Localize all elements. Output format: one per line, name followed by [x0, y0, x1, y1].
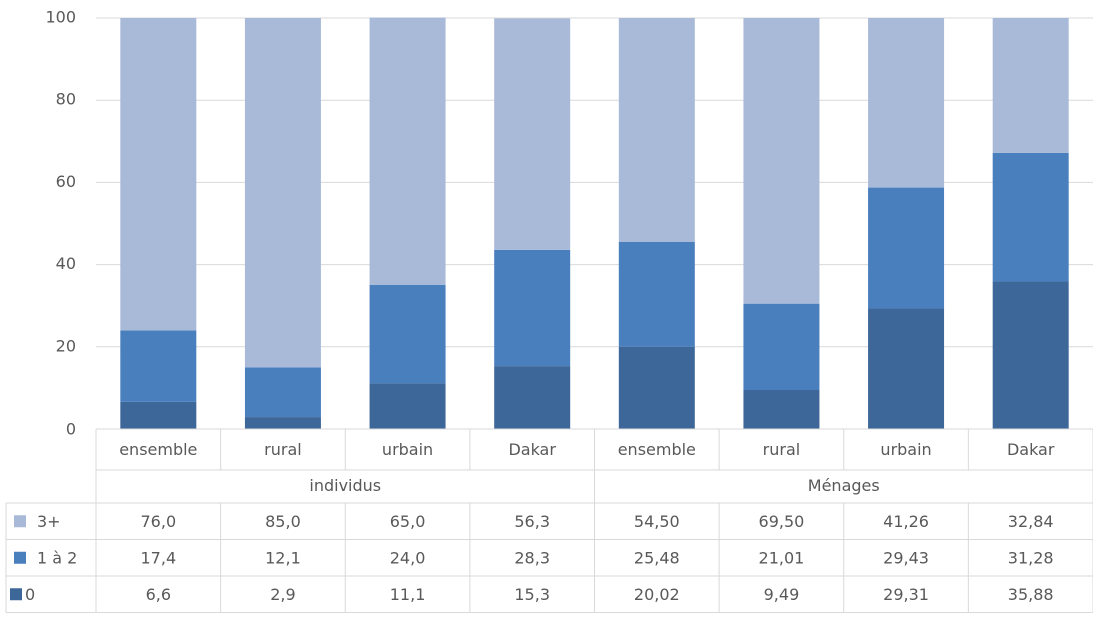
bar-segment-1-à-2	[494, 249, 571, 367]
legend-key	[14, 551, 26, 564]
data-value-label: 15,3	[514, 585, 550, 604]
bar-segment-0	[494, 366, 571, 429]
data-value-label: 31,28	[1008, 548, 1054, 567]
data-value-label: 29,43	[883, 548, 929, 567]
data-value-label: 2,9	[270, 585, 295, 604]
y-tick-label: 0	[66, 420, 76, 439]
bar-segment-1-à-2	[992, 152, 1069, 282]
data-value-label: 65,0	[390, 512, 426, 531]
bar-segment-0	[618, 346, 695, 429]
legend-key	[14, 515, 26, 528]
y-tick-label: 80	[56, 90, 76, 109]
data-value-label: 17,4	[141, 548, 177, 567]
bar-segment-3+	[369, 17, 446, 285]
data-value-label: 41,26	[883, 512, 929, 531]
group-label: Ménages	[808, 476, 880, 495]
data-value-label: 6,6	[146, 585, 171, 604]
legend-label: 1 à 2	[37, 548, 77, 567]
bar-segment-0	[743, 389, 820, 429]
data-value-label: 20,02	[634, 585, 680, 604]
category-label: ensemble	[119, 440, 197, 459]
bar-segment-1-à-2	[743, 303, 820, 390]
data-value-label: 76,0	[141, 512, 177, 531]
category-label: rural	[763, 440, 801, 459]
category-label: urbain	[880, 440, 931, 459]
group-label: individus	[309, 476, 381, 495]
bar-segment-0	[868, 308, 945, 429]
category-label: rural	[264, 440, 302, 459]
data-value-label: 35,88	[1008, 585, 1054, 604]
bar-segment-3+	[244, 18, 321, 368]
y-tick-label: 40	[56, 254, 76, 273]
bar-segment-0	[992, 281, 1069, 429]
legend-label: 3+	[37, 512, 61, 531]
category-label: Dakar	[1007, 440, 1055, 459]
bar-segment-3+	[743, 18, 820, 304]
data-value-label: 69,50	[759, 512, 805, 531]
category-label: urbain	[382, 440, 433, 459]
data-value-label: 9,49	[764, 585, 800, 604]
bar-segment-1-à-2	[244, 367, 321, 418]
data-value-label: 29,31	[883, 585, 929, 604]
data-value-label: 56,3	[514, 512, 550, 531]
category-label: ensemble	[618, 440, 696, 459]
bar-segment-0	[244, 417, 321, 429]
bar-segment-1-à-2	[369, 284, 446, 384]
data-value-label: 32,84	[1008, 512, 1054, 531]
bar-segment-1-à-2	[618, 241, 695, 347]
data-value-label: 85,0	[265, 512, 301, 531]
data-value-label: 25,48	[634, 548, 680, 567]
bar-segment-3+	[120, 18, 197, 331]
y-tick-label: 60	[56, 172, 76, 191]
data-value-label: 12,1	[265, 548, 301, 567]
data-value-label: 21,01	[759, 548, 805, 567]
bar-segment-3+	[992, 18, 1069, 153]
legend-key	[10, 588, 22, 601]
bar-segment-0	[120, 401, 197, 429]
data-value-label: 24,0	[390, 548, 426, 567]
data-value-label: 11,1	[390, 585, 426, 604]
legend-label: 0	[25, 585, 35, 604]
y-tick-label: 100	[45, 8, 76, 27]
category-label: Dakar	[508, 440, 556, 459]
data-value-label: 28,3	[514, 548, 550, 567]
bar-segment-1-à-2	[120, 330, 197, 402]
bar-segment-0	[369, 383, 446, 429]
bar-segment-3+	[868, 18, 945, 188]
bar-segment-1-à-2	[868, 187, 945, 309]
bar-segment-3+	[494, 18, 571, 250]
data-value-label: 54,50	[634, 512, 680, 531]
bar-segment-3+	[618, 18, 695, 242]
y-tick-label: 20	[56, 336, 76, 355]
